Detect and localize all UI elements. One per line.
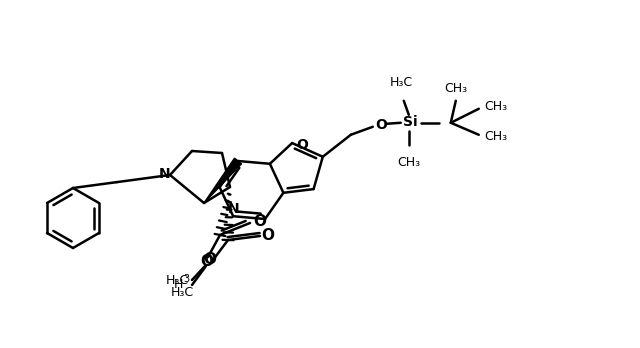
Text: H₃C: H₃C [166, 274, 189, 286]
Text: H₃C: H₃C [170, 286, 193, 300]
Text: O: O [296, 138, 308, 152]
Text: CH₃: CH₃ [397, 156, 420, 169]
Text: Si: Si [403, 115, 418, 129]
Text: O: O [253, 214, 266, 229]
Text: O: O [200, 254, 214, 269]
Text: 3: 3 [183, 274, 189, 284]
Text: CH₃: CH₃ [444, 82, 467, 95]
Polygon shape [204, 158, 241, 203]
Text: H₃C: H₃C [390, 76, 413, 89]
Text: O: O [262, 229, 275, 244]
Text: CH₃: CH₃ [484, 100, 508, 113]
Text: O: O [204, 252, 216, 267]
Text: CH₃: CH₃ [484, 130, 508, 143]
Text: N: N [159, 167, 171, 181]
Text: O: O [375, 118, 387, 132]
Text: H: H [173, 277, 182, 291]
Text: N: N [227, 202, 239, 216]
